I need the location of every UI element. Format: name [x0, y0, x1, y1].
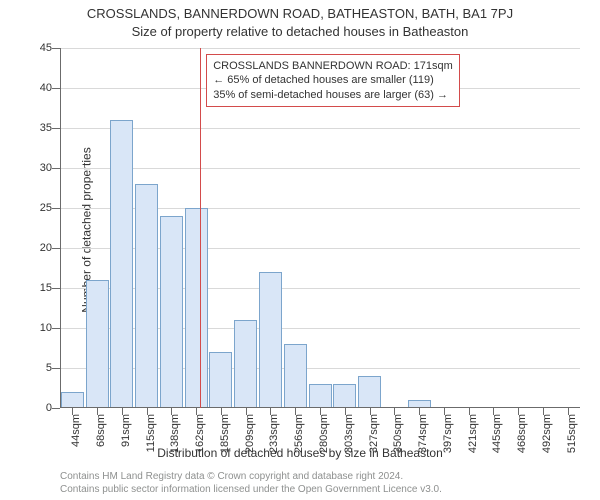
y-tick: [52, 168, 60, 169]
histogram-bar: [333, 384, 356, 408]
histogram-bar: [110, 120, 133, 408]
annotation-line1: CROSSLANDS BANNERDOWN ROAD: 171sqm: [213, 59, 453, 73]
histogram-bar: [259, 272, 282, 408]
y-tick: [52, 128, 60, 129]
y-tick: [52, 408, 60, 409]
histogram-bar: [160, 216, 183, 408]
histogram-bar: [209, 352, 232, 408]
chart-title-line1: CROSSLANDS, BANNERDOWN ROAD, BATHEASTON,…: [0, 6, 600, 21]
y-tick-label: 10: [22, 322, 52, 334]
histogram-bar: [358, 376, 381, 408]
histogram-bar: [86, 280, 109, 408]
y-tick-label: 20: [22, 242, 52, 254]
gridline: [60, 128, 580, 129]
x-tick-label: 91sqm: [120, 414, 132, 447]
y-tick-label: 5: [22, 362, 52, 374]
x-tick-label: 44sqm: [70, 414, 82, 447]
footer-attribution: Contains HM Land Registry data © Crown c…: [60, 471, 590, 496]
annotation-box: CROSSLANDS BANNERDOWN ROAD: 171sqm← 65% …: [206, 54, 460, 107]
x-axis-label: Distribution of detached houses by size …: [0, 446, 600, 460]
y-tick: [52, 288, 60, 289]
plot-area: 05101520253035404544sqm68sqm91sqm115sqm1…: [60, 48, 580, 408]
x-tick-label: 68sqm: [95, 414, 107, 447]
annotation-line3: 35% of semi-detached houses are larger (…: [213, 88, 453, 102]
histogram-bar: [234, 320, 257, 408]
footer-line1: Contains HM Land Registry data © Crown c…: [60, 471, 590, 484]
y-tick-label: 15: [22, 282, 52, 294]
y-tick: [52, 88, 60, 89]
x-axis: [60, 407, 580, 408]
histogram-bar: [185, 208, 208, 408]
y-tick: [52, 48, 60, 49]
gridline: [60, 48, 580, 49]
y-tick-label: 25: [22, 202, 52, 214]
y-tick: [52, 248, 60, 249]
y-tick: [52, 328, 60, 329]
y-tick-label: 45: [22, 42, 52, 54]
histogram-bar: [309, 384, 332, 408]
histogram-bar: [284, 344, 307, 408]
chart-title-line2: Size of property relative to detached ho…: [0, 24, 600, 39]
chart-container: CROSSLANDS, BANNERDOWN ROAD, BATHEASTON,…: [0, 0, 600, 500]
footer-line2: Contains public sector information licen…: [60, 484, 590, 497]
histogram-bar: [61, 392, 84, 408]
y-axis: [60, 48, 61, 408]
y-tick: [52, 208, 60, 209]
annotation-line2: ← 65% of detached houses are smaller (11…: [213, 73, 453, 87]
gridline: [60, 168, 580, 169]
y-tick-label: 30: [22, 162, 52, 174]
property-marker-line: [200, 48, 201, 408]
y-tick: [52, 368, 60, 369]
histogram-bar: [135, 184, 158, 408]
y-tick-label: 0: [22, 402, 52, 414]
y-tick-label: 40: [22, 82, 52, 94]
y-tick-label: 35: [22, 122, 52, 134]
